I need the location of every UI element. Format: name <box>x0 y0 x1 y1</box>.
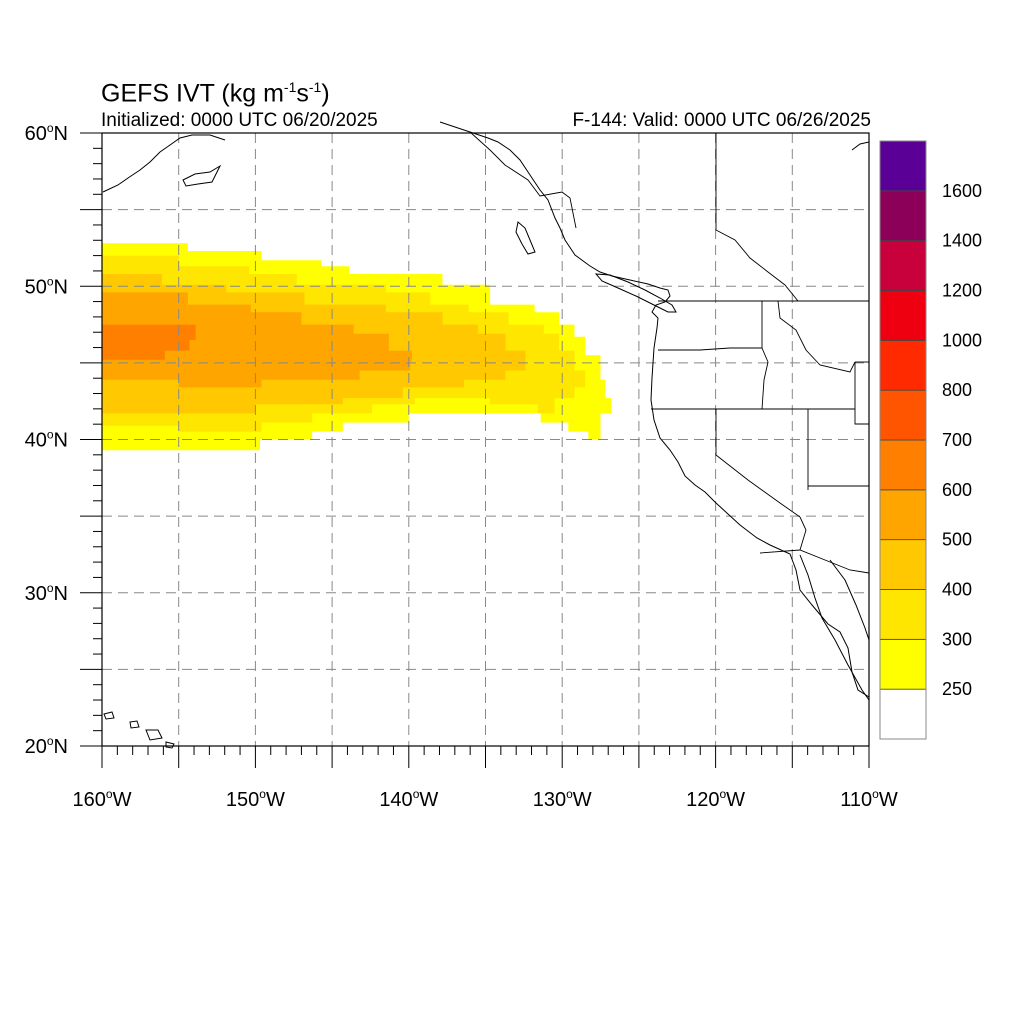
colorbar-label: 700 <box>942 430 972 450</box>
colorbar-label: 1000 <box>942 330 982 350</box>
coastline-vancouver-island <box>594 273 677 313</box>
political-boundaries <box>469 131 870 574</box>
coastline-haida-gwaii <box>515 221 536 255</box>
lat-tick-label: 30oN <box>25 581 68 605</box>
colorbar-swatch <box>879 240 927 291</box>
border-bc-alberta <box>715 133 799 302</box>
colorbar-label: 1400 <box>942 231 982 251</box>
border-alaska-canada <box>469 131 577 229</box>
lat-tick-label: 60oN <box>25 121 68 145</box>
border-us-mexico <box>759 549 870 574</box>
coastline-alaska <box>102 134 226 193</box>
colorbar-label: 400 <box>942 580 972 600</box>
colorbar-label: 1600 <box>942 181 982 201</box>
map-title: GEFS IVT (kg m-1s-1) <box>101 79 330 108</box>
coastline-hawaii-1 <box>103 711 115 720</box>
colorbar-swatch <box>879 339 927 391</box>
border-ca-nv <box>715 409 801 518</box>
colorbar-swatch <box>879 389 927 441</box>
coastline-gulf-of-california <box>799 554 870 701</box>
border-az-ca <box>799 516 807 551</box>
border-id-wy <box>854 362 869 425</box>
border-id-or <box>761 347 769 410</box>
colorbar-swatch <box>879 190 927 242</box>
lon-tick-label: 150oW <box>226 787 285 811</box>
coastline-hawaii-2 <box>129 720 140 729</box>
axis-ticks <box>80 132 870 768</box>
valid-time-label: F-144: Valid: 0000 UTC 06/26/2025 <box>572 110 871 131</box>
border-wa-or <box>658 347 762 351</box>
lat-tick-label: 50oN <box>25 274 68 298</box>
axis-labels: 60oN 50oN 40oN 30oN 20oN 160oW 150oW 140oW 130oW… <box>25 121 898 811</box>
colorbar-frame <box>879 140 927 740</box>
coastline-hawaii-3 <box>145 729 163 741</box>
colorbar-label: 600 <box>942 480 972 500</box>
coastline-hawaii-4 <box>165 741 175 749</box>
lon-tick-label: 160oW <box>73 787 132 811</box>
colorbar-swatch <box>879 638 927 690</box>
coastline-ne-corner <box>851 141 870 151</box>
lat-tick-label: 40oN <box>25 428 68 452</box>
lon-tick-label: 120oW <box>686 787 745 811</box>
colorbar-swatch <box>879 489 927 541</box>
ivt-contour-500 <box>102 292 412 388</box>
colorbar-swatch <box>879 140 927 192</box>
colorbar-label: 1200 <box>942 281 982 301</box>
colorbar-swatch <box>879 589 927 640</box>
lon-tick-label: 140oW <box>379 787 438 811</box>
colorbar: 250 300 400 500 600 700 800 1000 1200 1400 1600 <box>879 140 982 740</box>
initialized-label: Initialized: 0000 UTC 06/20/2025 <box>101 110 378 131</box>
colorbar-swatch <box>879 539 927 590</box>
ivt-field <box>102 243 612 451</box>
coastline-mainland-mexico <box>829 559 870 641</box>
graticule <box>102 133 869 746</box>
ivt-contour-600 <box>102 324 196 360</box>
lon-tick-label: 110oW <box>840 787 898 811</box>
colorbar-label: 500 <box>942 530 972 550</box>
lat-tick-label: 20oN <box>25 734 68 758</box>
colorbar-label: 250 <box>942 679 972 699</box>
colorbar-label: 800 <box>942 380 972 400</box>
lon-tick-label: 130oW <box>533 787 592 811</box>
border-id-mt <box>777 300 856 373</box>
colorbar-swatch <box>879 688 927 740</box>
coastline-kodiak <box>182 164 222 187</box>
map-frame <box>101 132 870 747</box>
colorbar-swatch <box>879 439 927 491</box>
colorbar-label: 300 <box>942 629 972 649</box>
colorbar-swatch <box>879 290 927 341</box>
